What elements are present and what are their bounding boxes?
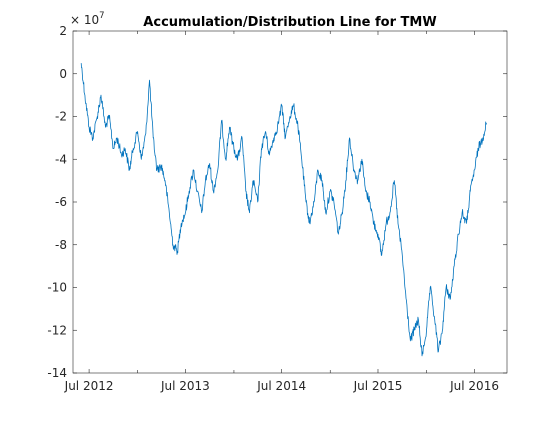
series-layer — [80, 63, 487, 357]
y-tick-label: 0 — [59, 67, 67, 81]
y-axis-exponent: × 107 — [70, 11, 105, 27]
y-tick-label: -10 — [47, 281, 67, 295]
y-tick-label: 2 — [59, 24, 67, 38]
plot-area — [73, 31, 507, 373]
y-axis-exponent-base: × 10 — [70, 13, 99, 27]
y-axis: 2 0 -2 -4 -6 -8 -10 -12 -14 — [47, 24, 507, 380]
x-tick-label: Jul 2012 — [64, 379, 114, 393]
y-tick-label: -2 — [55, 110, 67, 124]
x-tick-label: Jul 2014 — [256, 379, 306, 393]
y-tick-label: -12 — [47, 323, 67, 337]
y-tick-label: -8 — [55, 238, 67, 252]
chart-title: Accumulation/Distribution Line for TMW — [143, 15, 436, 30]
y-axis-exponent-power: 7 — [99, 11, 104, 21]
x-tick-label: Jul 2013 — [160, 379, 210, 393]
y-tick-label: -14 — [47, 366, 67, 380]
series-line — [80, 63, 487, 357]
x-axis: Jul 2012 Jul 2013 Jul 2014 Jul 2015 Jul 2016 — [64, 31, 499, 393]
x-tick-label: Jul 2016 — [449, 379, 499, 393]
y-tick-label: -6 — [55, 195, 67, 209]
y-tick-label: -4 — [55, 152, 67, 166]
x-tick-label: Jul 2015 — [353, 379, 403, 393]
